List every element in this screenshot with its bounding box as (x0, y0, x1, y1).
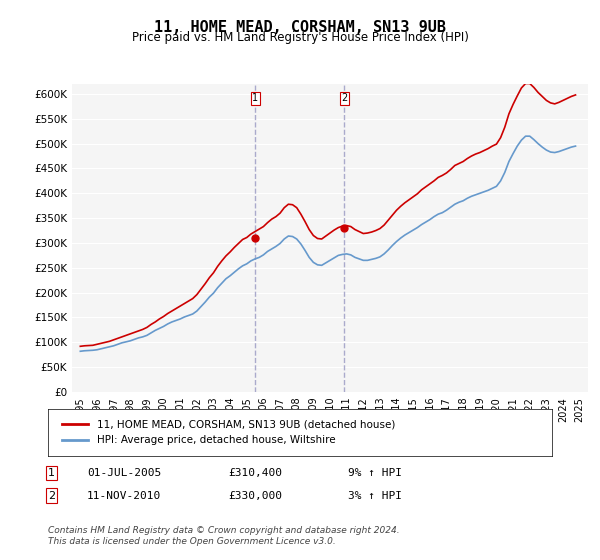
Text: 11-NOV-2010: 11-NOV-2010 (87, 491, 161, 501)
Text: Price paid vs. HM Land Registry's House Price Index (HPI): Price paid vs. HM Land Registry's House … (131, 31, 469, 44)
Text: 01-JUL-2005: 01-JUL-2005 (87, 468, 161, 478)
Text: 9% ↑ HPI: 9% ↑ HPI (348, 468, 402, 478)
Text: 1: 1 (252, 93, 258, 103)
Text: 1: 1 (48, 468, 55, 478)
Text: 11, HOME MEAD, CORSHAM, SN13 9UB: 11, HOME MEAD, CORSHAM, SN13 9UB (154, 20, 446, 35)
Text: 2: 2 (48, 491, 55, 501)
Text: £310,400: £310,400 (228, 468, 282, 478)
Text: Contains HM Land Registry data © Crown copyright and database right 2024.
This d: Contains HM Land Registry data © Crown c… (48, 526, 400, 546)
Text: 3% ↑ HPI: 3% ↑ HPI (348, 491, 402, 501)
Text: £330,000: £330,000 (228, 491, 282, 501)
Text: 2: 2 (341, 93, 347, 103)
Legend: 11, HOME MEAD, CORSHAM, SN13 9UB (detached house), HPI: Average price, detached : 11, HOME MEAD, CORSHAM, SN13 9UB (detach… (58, 416, 400, 449)
